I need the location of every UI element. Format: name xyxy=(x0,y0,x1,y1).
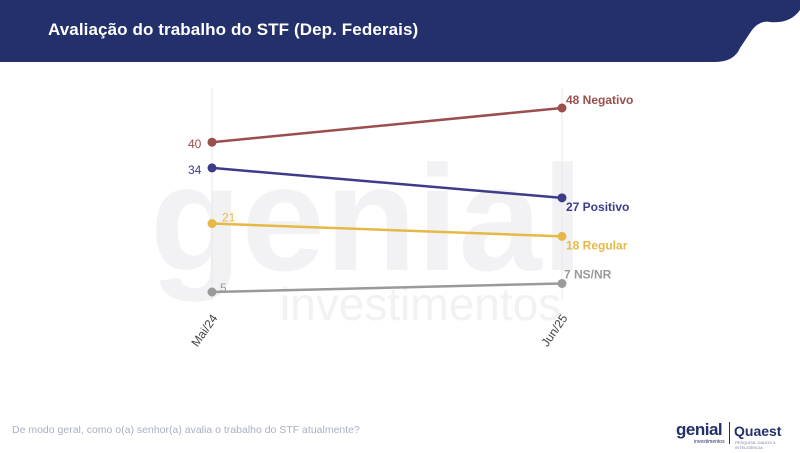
page-title: Avaliação do trabalho do STF (Dep. Feder… xyxy=(48,20,419,39)
end-label-Positivo: 27 Positivo xyxy=(566,200,629,214)
logo-separator xyxy=(729,422,730,444)
end-label-NS/NR: 7 NS/NR xyxy=(564,267,612,281)
data-point-Positivo xyxy=(557,193,567,203)
series-line-NS/NR xyxy=(211,282,563,294)
end-label-Regular: 18 Regular xyxy=(566,238,628,252)
line-chart: Mai/24 Jun/25 40 48 Negativo 34 27 Positivo 21… xyxy=(188,88,633,349)
x-tick-label: Mai/24 xyxy=(188,311,220,349)
end-label-Negativo: 48 Negativo xyxy=(566,93,633,107)
start-label-NS/NR: 5 xyxy=(220,281,227,295)
quaest-logo-sub: PESQUISA, DADOS & INTELIGÊNCIA xyxy=(735,440,776,450)
data-point-NS/NR xyxy=(557,278,567,288)
genial-logo: genial xyxy=(676,420,723,439)
logos: genial investimentos Quaest PESQUISA, DA… xyxy=(672,418,792,450)
data-point-NS/NR xyxy=(207,287,217,297)
x-tick-label: Jun/25 xyxy=(538,311,570,349)
genial-logo-sub: investimentos xyxy=(694,439,725,445)
start-label-Positivo: 34 xyxy=(188,163,202,177)
header-bar xyxy=(0,0,800,62)
series-line-Negativo xyxy=(211,106,563,144)
data-point-Regular xyxy=(557,231,567,241)
series-line-Positivo xyxy=(211,166,563,200)
quaest-logo: Quaest xyxy=(734,423,782,439)
data-point-Negativo xyxy=(557,103,567,113)
start-label-Negativo: 40 xyxy=(188,137,202,151)
data-point-Negativo xyxy=(207,137,217,147)
start-label-Regular: 21 xyxy=(222,211,236,225)
survey-question: De modo geral, como o(a) senhor(a) avali… xyxy=(12,424,360,436)
data-point-Positivo xyxy=(207,163,217,173)
data-point-Regular xyxy=(207,219,217,229)
series-line-Regular xyxy=(211,222,563,238)
